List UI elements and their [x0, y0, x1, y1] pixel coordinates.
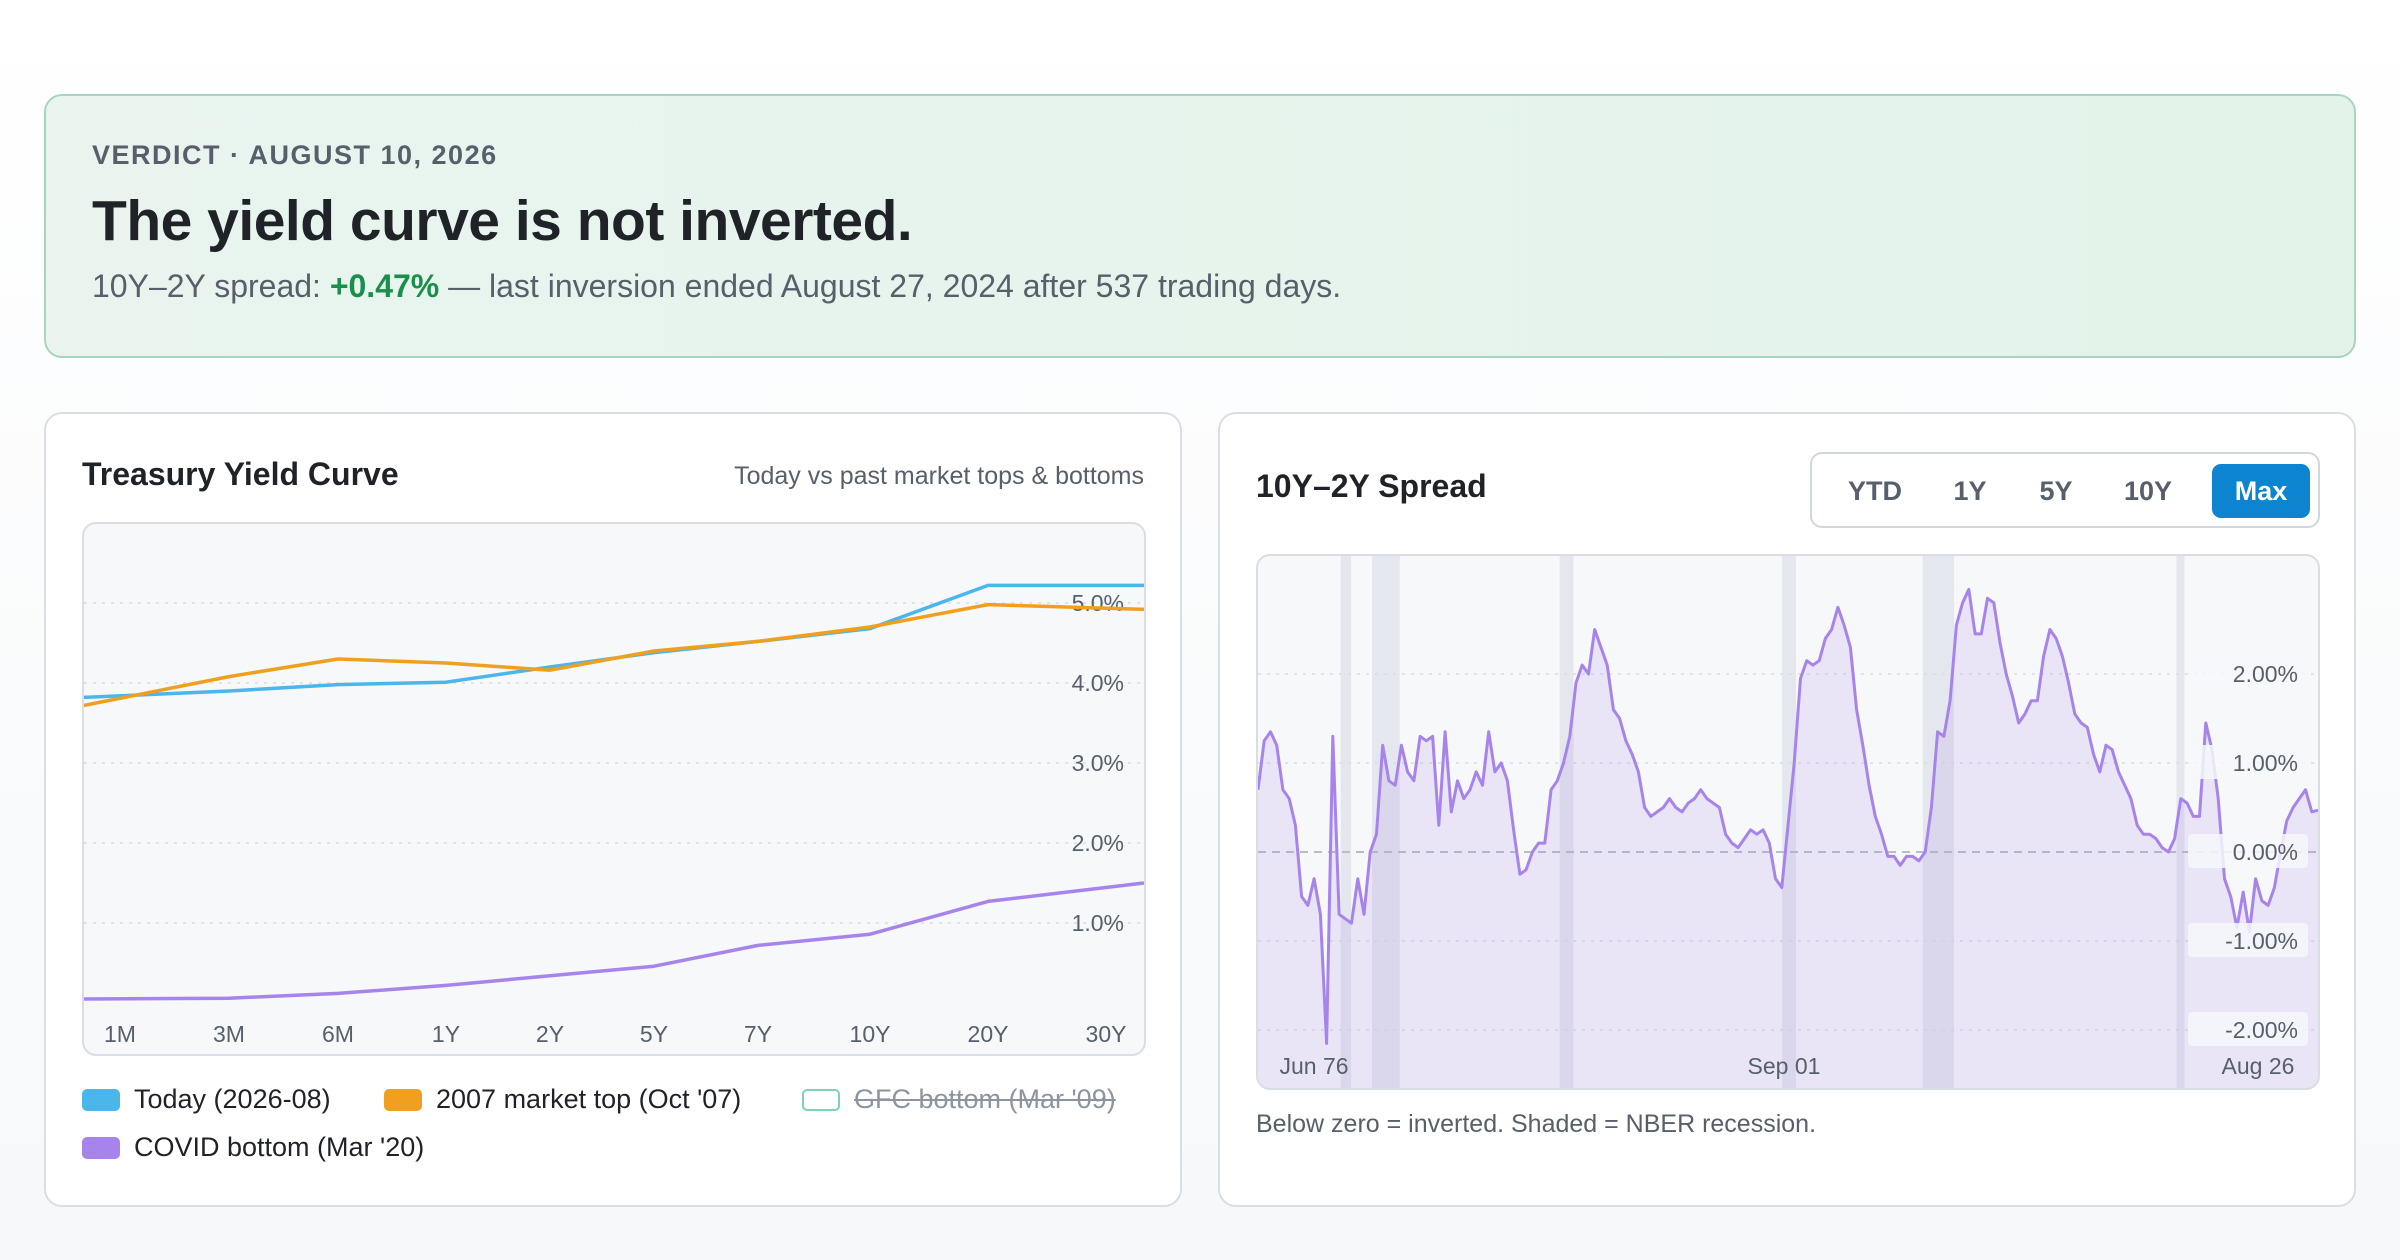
legend-item-2007-top[interactable]: 2007 market top (Oct '07): [384, 1084, 741, 1115]
y-tick-label: 2.0%: [1072, 830, 1124, 856]
x-tick-label: 1M: [104, 1021, 136, 1047]
y-tick-label: 5.0%: [1072, 590, 1124, 616]
yield-curve-chart: 1.0% 2.0% 3.0% 4.0% 5.0% 1M 3M 6M 1Y 2Y 5Y 7Y 10Y 20Y…: [84, 583, 1144, 1047]
spread-note: Below zero = inverted. Shaded = NBER rec…: [1256, 1110, 1817, 1138]
recession-band: [1340, 556, 1352, 1088]
legend-label-2007-top: 2007 market top (Oct '07): [436, 1084, 742, 1114]
legend-item-today[interactable]: Today (2026-08): [82, 1084, 331, 1115]
verdict-kicker: VERDICT · AUGUST 10, 2026: [92, 140, 498, 170]
legend-swatch-today: [82, 1088, 120, 1111]
range-button-5y[interactable]: 5Y: [2039, 476, 2073, 506]
x-tick-label: Jun 76: [1279, 1053, 1348, 1079]
verdict-sub-suffix: — last inversion ended August 27, 2024 a…: [439, 268, 1342, 304]
legend-swatch-2007-top: [384, 1088, 422, 1111]
yield-curve-card: Treasury Yield Curve Today vs past marke…: [44, 412, 1182, 1207]
series-line-covid-bottom-mar-20: [84, 881, 1144, 1001]
y-tick-label: -1.00%: [2225, 928, 2298, 954]
x-tick-label: 5Y: [640, 1021, 668, 1047]
x-tick-label: 2Y: [536, 1021, 564, 1047]
verdict-banner: VERDICT · AUGUST 10, 2026 The yield curv…: [44, 94, 2356, 358]
series-line-2007-market-top-oct-07: [84, 602, 1144, 708]
x-tick-label: 6M: [322, 1021, 354, 1047]
x-tick-label: 20Y: [968, 1021, 1009, 1047]
x-tick-label: 3M: [213, 1021, 245, 1047]
legend-swatch-covid-bottom: [82, 1136, 120, 1159]
x-tick-label: 10Y: [850, 1021, 891, 1047]
y-tick-halo: [2188, 745, 2308, 779]
yield-curve-title: Treasury Yield Curve: [82, 456, 399, 492]
legend-label-gfc-bottom: GFC bottom (Mar '09): [854, 1084, 1116, 1114]
series-line-today-2026-08: [84, 583, 1144, 700]
yield-curve-subtitle: Today vs past market tops & bottoms: [734, 462, 1144, 490]
y-tick-label: 1.0%: [1072, 910, 1124, 936]
spread-title: 10Y–2Y Spread: [1256, 468, 1487, 504]
y-tick-halo: [2188, 834, 2308, 868]
legend-label-today: Today (2026-08): [134, 1084, 331, 1114]
legend-label-covid-bottom: COVID bottom (Mar '20): [134, 1132, 425, 1162]
recession-band: [2176, 556, 2185, 1088]
range-selector: YTD 1Y 5Y 10Y Max: [1810, 452, 2320, 528]
y-tick-halo: [2188, 656, 2308, 690]
legend-item-gfc-bottom[interactable]: GFC bottom (Mar '09): [802, 1084, 1116, 1115]
y-tick-halo: [2188, 923, 2308, 957]
range-button-1y[interactable]: 1Y: [1953, 476, 1987, 506]
legend-swatch-gfc-bottom: [802, 1088, 840, 1111]
legend-item-covid-bottom[interactable]: COVID bottom (Mar '20): [82, 1132, 424, 1163]
spread-plot: 2.00% 1.00% 0.00% -1.00% -2.00% Jun 76 Sep 01 A…: [1256, 554, 2320, 1090]
yield-curve-plot: 1.0% 2.0% 3.0% 4.0% 5.0% 1M 3M 6M 1Y 2Y 5Y 7Y 10Y 20Y…: [82, 522, 1146, 1056]
y-tick-label: 1.00%: [2233, 750, 2298, 776]
verdict-subtitle: 10Y–2Y spread: +0.47% — last inversion e…: [92, 268, 1341, 305]
spread-value: +0.47%: [329, 268, 440, 304]
range-button-10y[interactable]: 10Y: [2123, 476, 2173, 506]
verdict-title: The yield curve is not inverted.: [92, 189, 913, 253]
y-tick-halo: [2188, 1012, 2308, 1046]
x-tick-label: 1Y: [432, 1021, 460, 1047]
y-tick-label: 3.0%: [1072, 750, 1124, 776]
y-tick-label: 4.0%: [1072, 670, 1124, 696]
verdict-sub-prefix: 10Y–2Y spread:: [92, 268, 330, 304]
x-tick-label: Aug 26: [2222, 1053, 2295, 1079]
spread-chart: 2.00% 1.00% 0.00% -1.00% -2.00% Jun 76 Sep 01 A…: [1258, 556, 2318, 1088]
range-button-max[interactable]: Max: [2212, 464, 2310, 518]
spread-card: 10Y–2Y Spread YTD 1Y 5Y 10Y Max 2.00% 1.0…: [1218, 412, 2356, 1207]
x-tick-label: Sep 01: [1748, 1053, 1821, 1079]
y-tick-label: 0.00%: [2233, 839, 2298, 865]
recession-band: [1559, 556, 1574, 1088]
x-tick-label: 7Y: [744, 1021, 772, 1047]
x-tick-label: 30Y: [1086, 1021, 1127, 1047]
range-button-ytd[interactable]: YTD: [1848, 476, 1902, 506]
spread-line: [1258, 587, 2318, 1045]
y-tick-label: -2.00%: [2225, 1017, 2298, 1043]
y-tick-label: 2.00%: [2233, 661, 2298, 687]
